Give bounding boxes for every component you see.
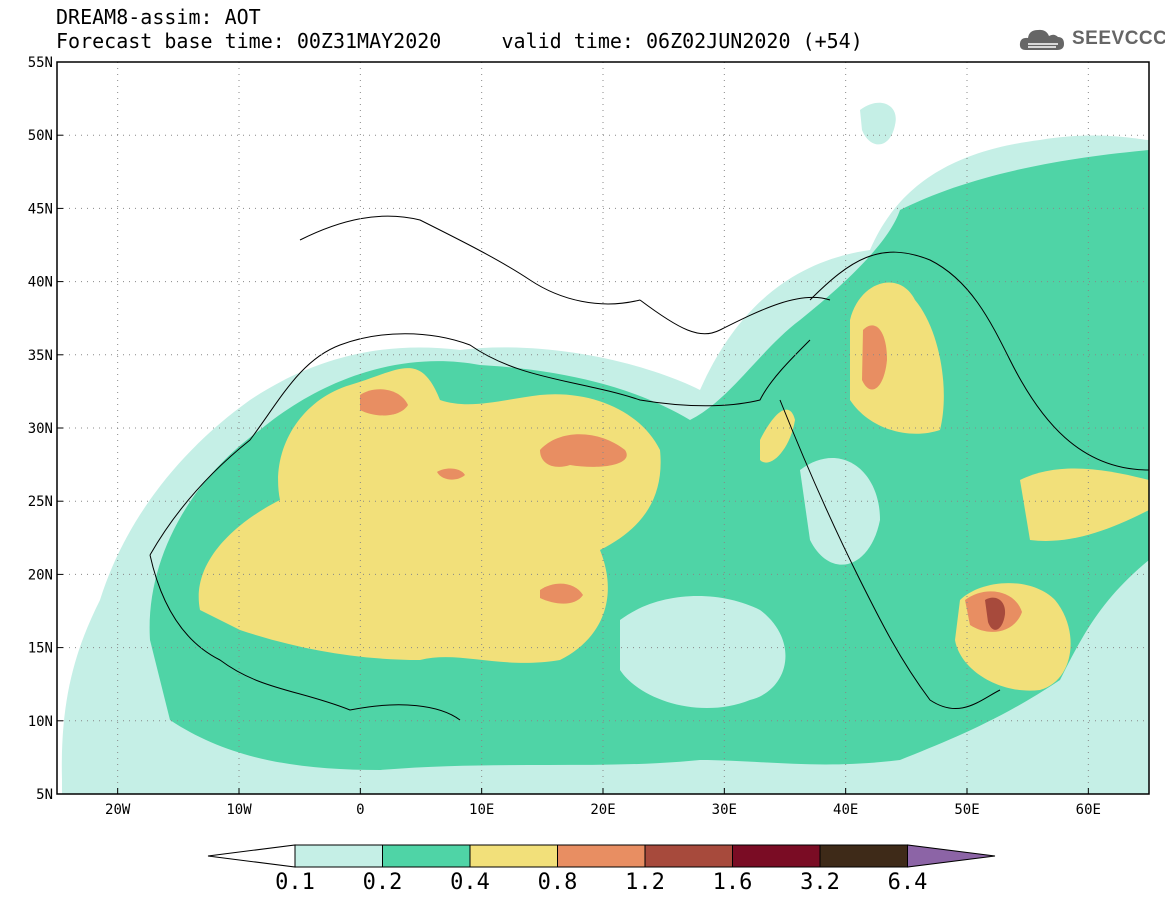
colorbar-swatch [819, 844, 908, 868]
aot-contour-0.1d [800, 458, 880, 565]
lon-tick-label: 10W [226, 802, 252, 818]
aot-contour-0.1b [860, 102, 896, 145]
logo-text: SEEVCCC [1072, 28, 1165, 49]
map-title: DREAM8-assim: AOT [56, 5, 261, 29]
lat-tick-label: 15N [28, 641, 53, 657]
colorbar [207, 844, 996, 868]
lon-axis: 20W 10W 0 10E 20E 30E 40E 50E 60E [105, 788, 1101, 818]
colorbar-over-arrow [907, 844, 996, 868]
lat-axis: 5N 10N 15N 20N 25N 30N 35N 40N 45N 50N 55N [28, 55, 63, 803]
lon-tick-label: 20W [105, 802, 131, 818]
lon-tick-label: 10E [469, 802, 494, 818]
colorbar-swatch [732, 844, 821, 868]
colorbar-label: 1.2 [625, 870, 665, 895]
cloud-icon [1019, 29, 1064, 50]
gridlines [57, 62, 1149, 794]
aot-contour-1.2 [985, 597, 1006, 630]
lon-tick-label: 40E [833, 802, 858, 818]
lon-tick-label: 0 [356, 802, 364, 818]
colorbar-swatch [557, 844, 646, 868]
lat-tick-label: 25N [28, 494, 53, 510]
colorbar-label: 6.4 [887, 870, 928, 895]
colorbar-swatch [469, 844, 558, 868]
coastlines [149, 215, 1149, 721]
colorbar-swatch [644, 844, 733, 868]
lat-tick-label: 10N [28, 714, 53, 730]
aot-contour-0.4b [850, 282, 944, 434]
colorbar-label: 0.1 [275, 870, 315, 895]
aot-contour-0.8a [360, 389, 408, 416]
colorbar-label: 0.4 [450, 870, 490, 895]
aot-contour-0.4d [1020, 468, 1149, 541]
aot-contour-0.1c [620, 596, 786, 709]
aot-contour-0.4e [760, 409, 795, 463]
colorbar-label: 1.6 [712, 870, 753, 895]
colorbar-label: 3.2 [800, 870, 840, 895]
lat-tick-label: 5N [36, 787, 53, 803]
lat-tick-label: 40N [28, 275, 53, 291]
colorbar-swatch [294, 844, 383, 868]
colorbar-under-arrow [207, 844, 296, 868]
colorbar-label: 0.2 [362, 870, 403, 895]
seevccc-logo: SEEVCCC [1018, 24, 1165, 56]
lon-tick-label: 20E [590, 802, 615, 818]
lat-tick-label: 35N [28, 348, 53, 364]
lon-tick-label: 30E [712, 802, 737, 818]
aot-contour-0.8d [437, 468, 465, 480]
lat-tick-label: 30N [28, 421, 53, 437]
lat-tick-label: 55N [28, 55, 53, 71]
lat-tick-label: 20N [28, 567, 53, 583]
colorbar-label: 0.8 [537, 870, 578, 895]
aot-contour-0.8e [862, 325, 887, 390]
aot-contour-0.8b [540, 434, 627, 467]
forecast-time-line: Forecast base time: 00Z31MAY2020 valid t… [56, 29, 863, 53]
aot-contour-0.8c [540, 583, 583, 604]
lat-tick-label: 50N [28, 128, 53, 144]
lat-tick-label: 45N [28, 201, 53, 217]
lon-tick-label: 50E [954, 802, 979, 818]
lon-tick-label: 60E [1076, 802, 1101, 818]
colorbar-swatch [382, 844, 471, 868]
